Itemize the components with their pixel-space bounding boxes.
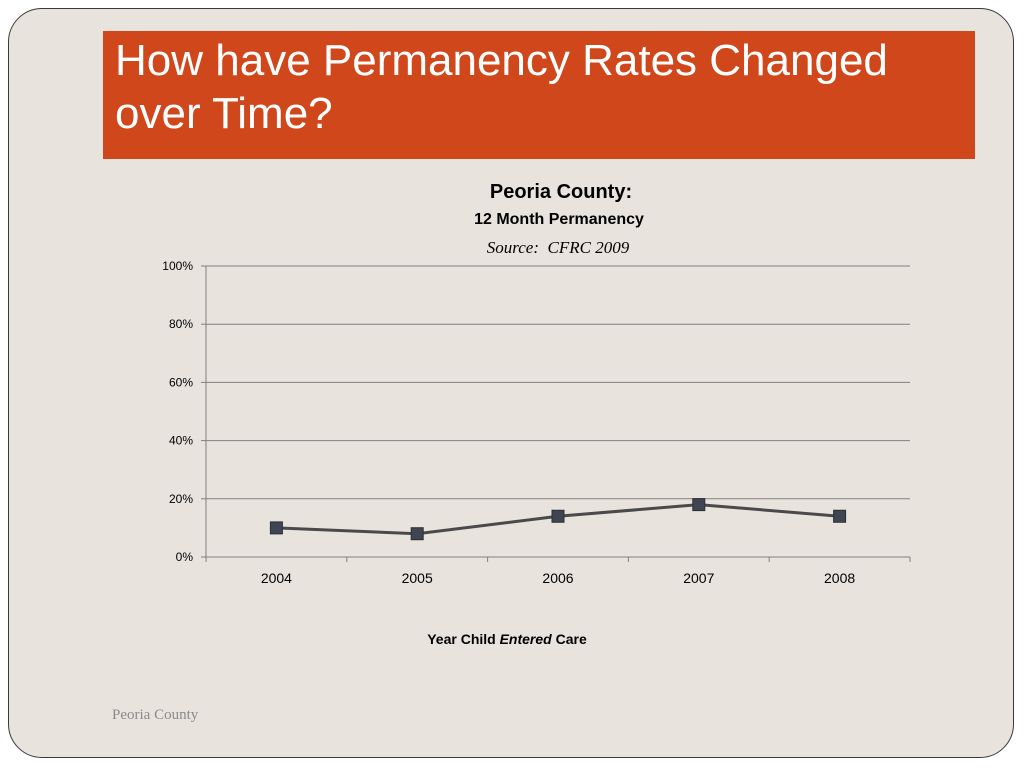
chart-grid <box>206 265 910 500</box>
y-tick-label: 80% <box>169 317 193 331</box>
data-point-marker <box>692 498 706 512</box>
x-axis-label: Year Child Entered Care <box>427 631 587 647</box>
data-point-marker <box>269 521 283 535</box>
x-axis-label-part-2: Entered <box>500 631 553 647</box>
x-tick-label: 2008 <box>824 570 855 586</box>
chart-series <box>269 498 847 541</box>
x-tick-label: 2006 <box>542 570 573 586</box>
data-point-marker <box>833 509 847 523</box>
y-tick-label: 100% <box>162 259 193 273</box>
slide-title: How have Permanency Rates Changed over T… <box>115 36 888 138</box>
y-tick-label: 0% <box>176 550 194 564</box>
chart-axes <box>201 265 911 562</box>
chart-source: Source: CFRC 2009 <box>487 238 630 257</box>
x-tick-label: 2007 <box>683 570 714 586</box>
y-tick-label: 60% <box>169 375 193 389</box>
data-point-marker <box>410 527 424 541</box>
y-axis-tick-labels: 0% 20% 40% 60% 80% 100% <box>162 259 193 564</box>
x-axis-label-part-3: Care <box>552 631 587 647</box>
x-axis-tick-labels: 2004 2005 2006 2007 2008 <box>261 570 856 586</box>
x-tick-label: 2004 <box>261 570 292 586</box>
chart-title: Peoria County: <box>490 181 632 203</box>
chart-subtitle: 12 Month Permanency <box>474 211 644 228</box>
y-tick-label: 40% <box>169 434 193 448</box>
title-bar: How have Permanency Rates Changed over T… <box>103 31 975 159</box>
y-tick-label: 20% <box>169 492 193 506</box>
slide-frame: How have Permanency Rates Changed over T… <box>8 8 1014 758</box>
x-axis-label-part-1: Year Child <box>427 631 499 647</box>
slide-footer: Peoria County <box>112 707 199 723</box>
data-point-marker <box>551 509 565 523</box>
x-tick-label: 2005 <box>402 570 433 586</box>
